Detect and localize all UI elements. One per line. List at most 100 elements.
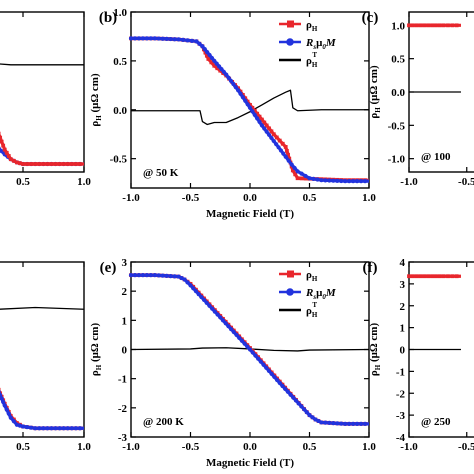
x-tick-label: 0.5 [303,441,317,453]
data-point [144,273,149,278]
data-point [289,162,294,167]
y-tick-label: -2 [118,403,128,415]
data-point [414,274,419,279]
data-point [255,116,260,121]
x-tick-label: 1.0 [77,441,91,453]
data-point [231,329,236,335]
y-tick-label: 1 [400,323,406,335]
data-point [331,421,336,426]
data-point [200,44,205,49]
panel-f: -1.0 -0.5 4 3 2 1 0 -1 -2 -3 -4 (f) @ 250 ρH (μΩ cm) [363,257,474,453]
data-point [140,273,145,278]
legend-label: ρH [306,19,318,33]
temperature-label: @ 200 K [143,416,184,428]
data-point [274,135,279,140]
data-point [136,273,142,278]
data-point [242,341,247,346]
y-tick-label: -4 [396,432,406,444]
data-point [256,356,261,361]
data-point [185,280,190,285]
data-point [6,154,11,158]
data-point [207,52,212,58]
data-point [319,420,324,425]
data-point [228,78,234,83]
plot-frame [0,261,85,438]
data-point [286,158,291,163]
data-point [255,111,260,116]
data-point [327,420,332,426]
data-point [281,151,286,156]
x-tick-label: -1.0 [122,441,140,453]
data-point [156,273,161,278]
data-point [355,421,360,426]
panel-label: (c) [362,10,379,26]
data-point [238,91,243,96]
data-point [148,36,153,41]
data-point [148,273,153,278]
data-point [262,126,267,131]
data-point [422,23,427,28]
y-tick-label: 0.5 [113,56,127,68]
data-point [233,84,238,90]
data-point [41,426,46,431]
data-point [343,179,348,184]
legend-label: Rsμ0M [305,37,337,51]
y-tick-label: 1.0 [391,20,405,32]
data-point [264,129,269,134]
data-point [293,398,299,403]
data-point [280,141,285,146]
x-tick-label: 0.0 [243,441,257,453]
data-point [250,109,255,114]
data-point [210,306,215,311]
series-line [0,63,84,66]
series-line [0,388,84,430]
data-point [0,392,3,398]
data-point [21,162,25,166]
data-point [335,178,340,183]
data-point [193,289,199,294]
data-point [224,72,229,77]
data-point [61,426,66,431]
data-point [271,138,276,144]
data-point [132,273,138,278]
x-tick-label: 1.0 [362,192,376,204]
data-point [226,75,231,80]
data-point [212,58,217,63]
x-tick-label: -0.5 [182,192,200,204]
data-point [248,102,252,107]
data-point [450,274,455,279]
data-point [220,318,226,323]
data-point [204,53,209,58]
data-point [199,294,204,300]
data-point [351,179,356,184]
data-point [410,23,415,28]
data-point [144,36,149,41]
data-point [45,162,50,166]
data-point [414,23,419,28]
data-point [301,407,307,412]
data-point [20,424,26,429]
y-tick-label: -2 [396,388,406,400]
data-point [323,178,328,183]
y-tick-label: 0.5 [391,54,405,66]
data-point [339,178,344,184]
data-point [24,424,30,430]
series-line [131,89,369,126]
data-point [269,135,274,141]
data-point [223,321,228,326]
series-line [0,306,84,310]
data-point [269,371,274,376]
data-point [156,36,161,41]
data-point [69,426,74,431]
x-tick-label: 0.5 [303,192,317,204]
data-point [215,66,220,71]
data-point [206,57,211,61]
data-point [49,162,54,166]
data-point [358,179,364,184]
data-point [37,162,42,166]
data-point [1,143,6,148]
data-point [11,158,16,163]
data-point [15,160,19,165]
data-point [430,23,434,28]
